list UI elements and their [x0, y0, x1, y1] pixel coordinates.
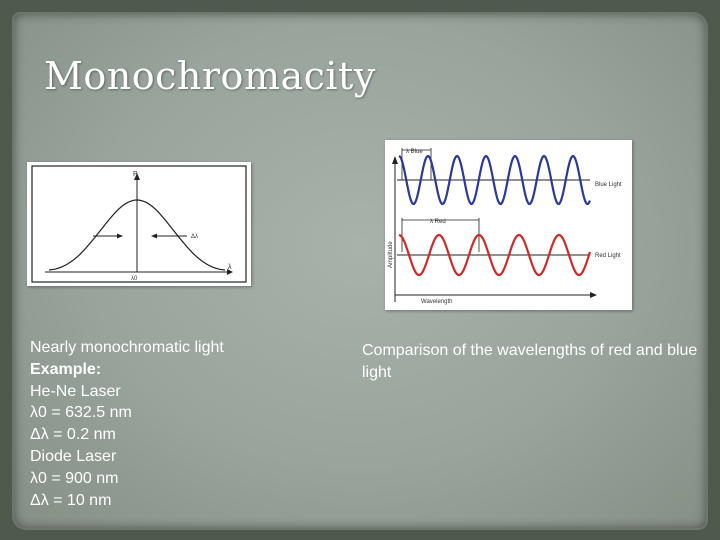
spectrum-center-label: λ0 — [131, 276, 138, 282]
line-diode-lambda0: λ0 = 900 nm — [30, 469, 119, 487]
line-hene-laser: He-Ne Laser — [30, 382, 121, 400]
width-arrowhead-left — [117, 233, 123, 239]
monochromatic-examples: Nearly monochromatic light Example: He-N… — [30, 337, 270, 511]
width-arrowhead-right — [151, 233, 157, 239]
slide-title: Monochromacity — [44, 54, 376, 98]
spectrum-x-label: λ — [228, 264, 232, 271]
line-nearly-monochromatic: Nearly monochromatic light — [30, 339, 224, 356]
spectrum-x-arrow — [227, 269, 233, 275]
wave-y-axis-label: Amplitude — [388, 241, 394, 268]
blue-wave — [398, 154, 591, 205]
wave-x-axis-label: Wavelength — [421, 299, 452, 305]
wavelength-caption: Comparison of the wavelengths of red and… — [362, 342, 698, 381]
spectrum-figure: P λ λ0 Δλ — [27, 162, 251, 286]
wave-x-arrow — [590, 292, 597, 298]
wavelength-diagram: Amplitude Wavelength λ Blue Blue Light λ… — [388, 148, 622, 305]
blue-wavelength-label: λ Blue — [406, 149, 423, 155]
red-light-label: Red Light — [595, 253, 621, 259]
wave-y-arrow — [392, 156, 398, 164]
line-diode-laser: Diode Laser — [30, 447, 117, 465]
spectrum-diagram: P λ λ0 Δλ — [31, 165, 247, 283]
line-hene-lambda0: λ0 = 632.5 nm — [30, 404, 132, 422]
line-diode-delta-lambda: Δλ = 10 nm — [30, 491, 112, 509]
spectrum-frame — [31, 165, 247, 283]
red-wave — [398, 233, 592, 277]
spectrum-width-label: Δλ — [191, 234, 198, 240]
line-hene-delta-lambda: Δλ = 0.2 nm — [30, 426, 116, 444]
wavelength-figure: Amplitude Wavelength λ Blue Blue Light λ… — [385, 140, 632, 310]
blue-light-label: Blue Light — [595, 182, 622, 188]
spectrum-curve — [48, 199, 226, 271]
red-wavelength-label: λ Red — [430, 219, 446, 225]
spectrum-y-arrow — [134, 173, 140, 180]
spectrum-y-label: P — [133, 171, 138, 178]
line-example-heading: Example: — [30, 360, 102, 378]
